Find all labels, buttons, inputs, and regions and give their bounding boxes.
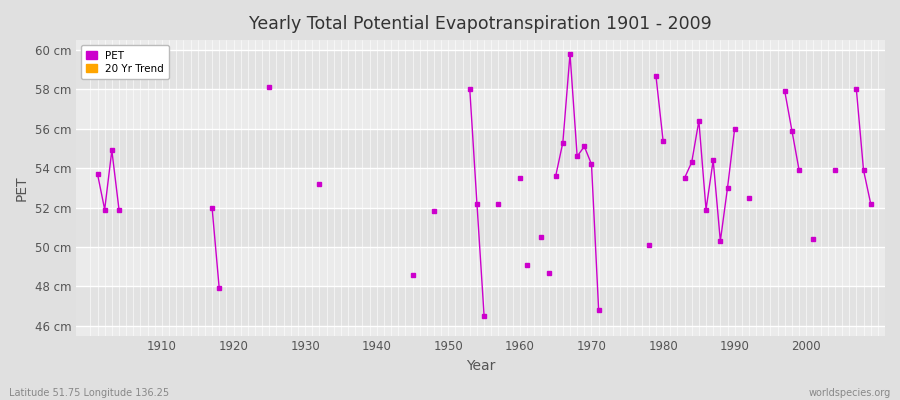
Bar <box>76 129 885 168</box>
Bar <box>76 50 885 89</box>
Title: Yearly Total Potential Evapotranspiration 1901 - 2009: Yearly Total Potential Evapotranspiratio… <box>249 15 712 33</box>
Bar <box>76 89 885 129</box>
Bar <box>76 247 885 286</box>
Y-axis label: PET: PET <box>15 175 29 201</box>
Text: worldspecies.org: worldspecies.org <box>809 388 891 398</box>
Text: Latitude 51.75 Longitude 136.25: Latitude 51.75 Longitude 136.25 <box>9 388 169 398</box>
X-axis label: Year: Year <box>466 359 495 373</box>
Legend: PET, 20 Yr Trend: PET, 20 Yr Trend <box>81 45 169 79</box>
Bar <box>76 286 885 326</box>
Bar <box>76 208 885 247</box>
Bar <box>76 168 885 208</box>
